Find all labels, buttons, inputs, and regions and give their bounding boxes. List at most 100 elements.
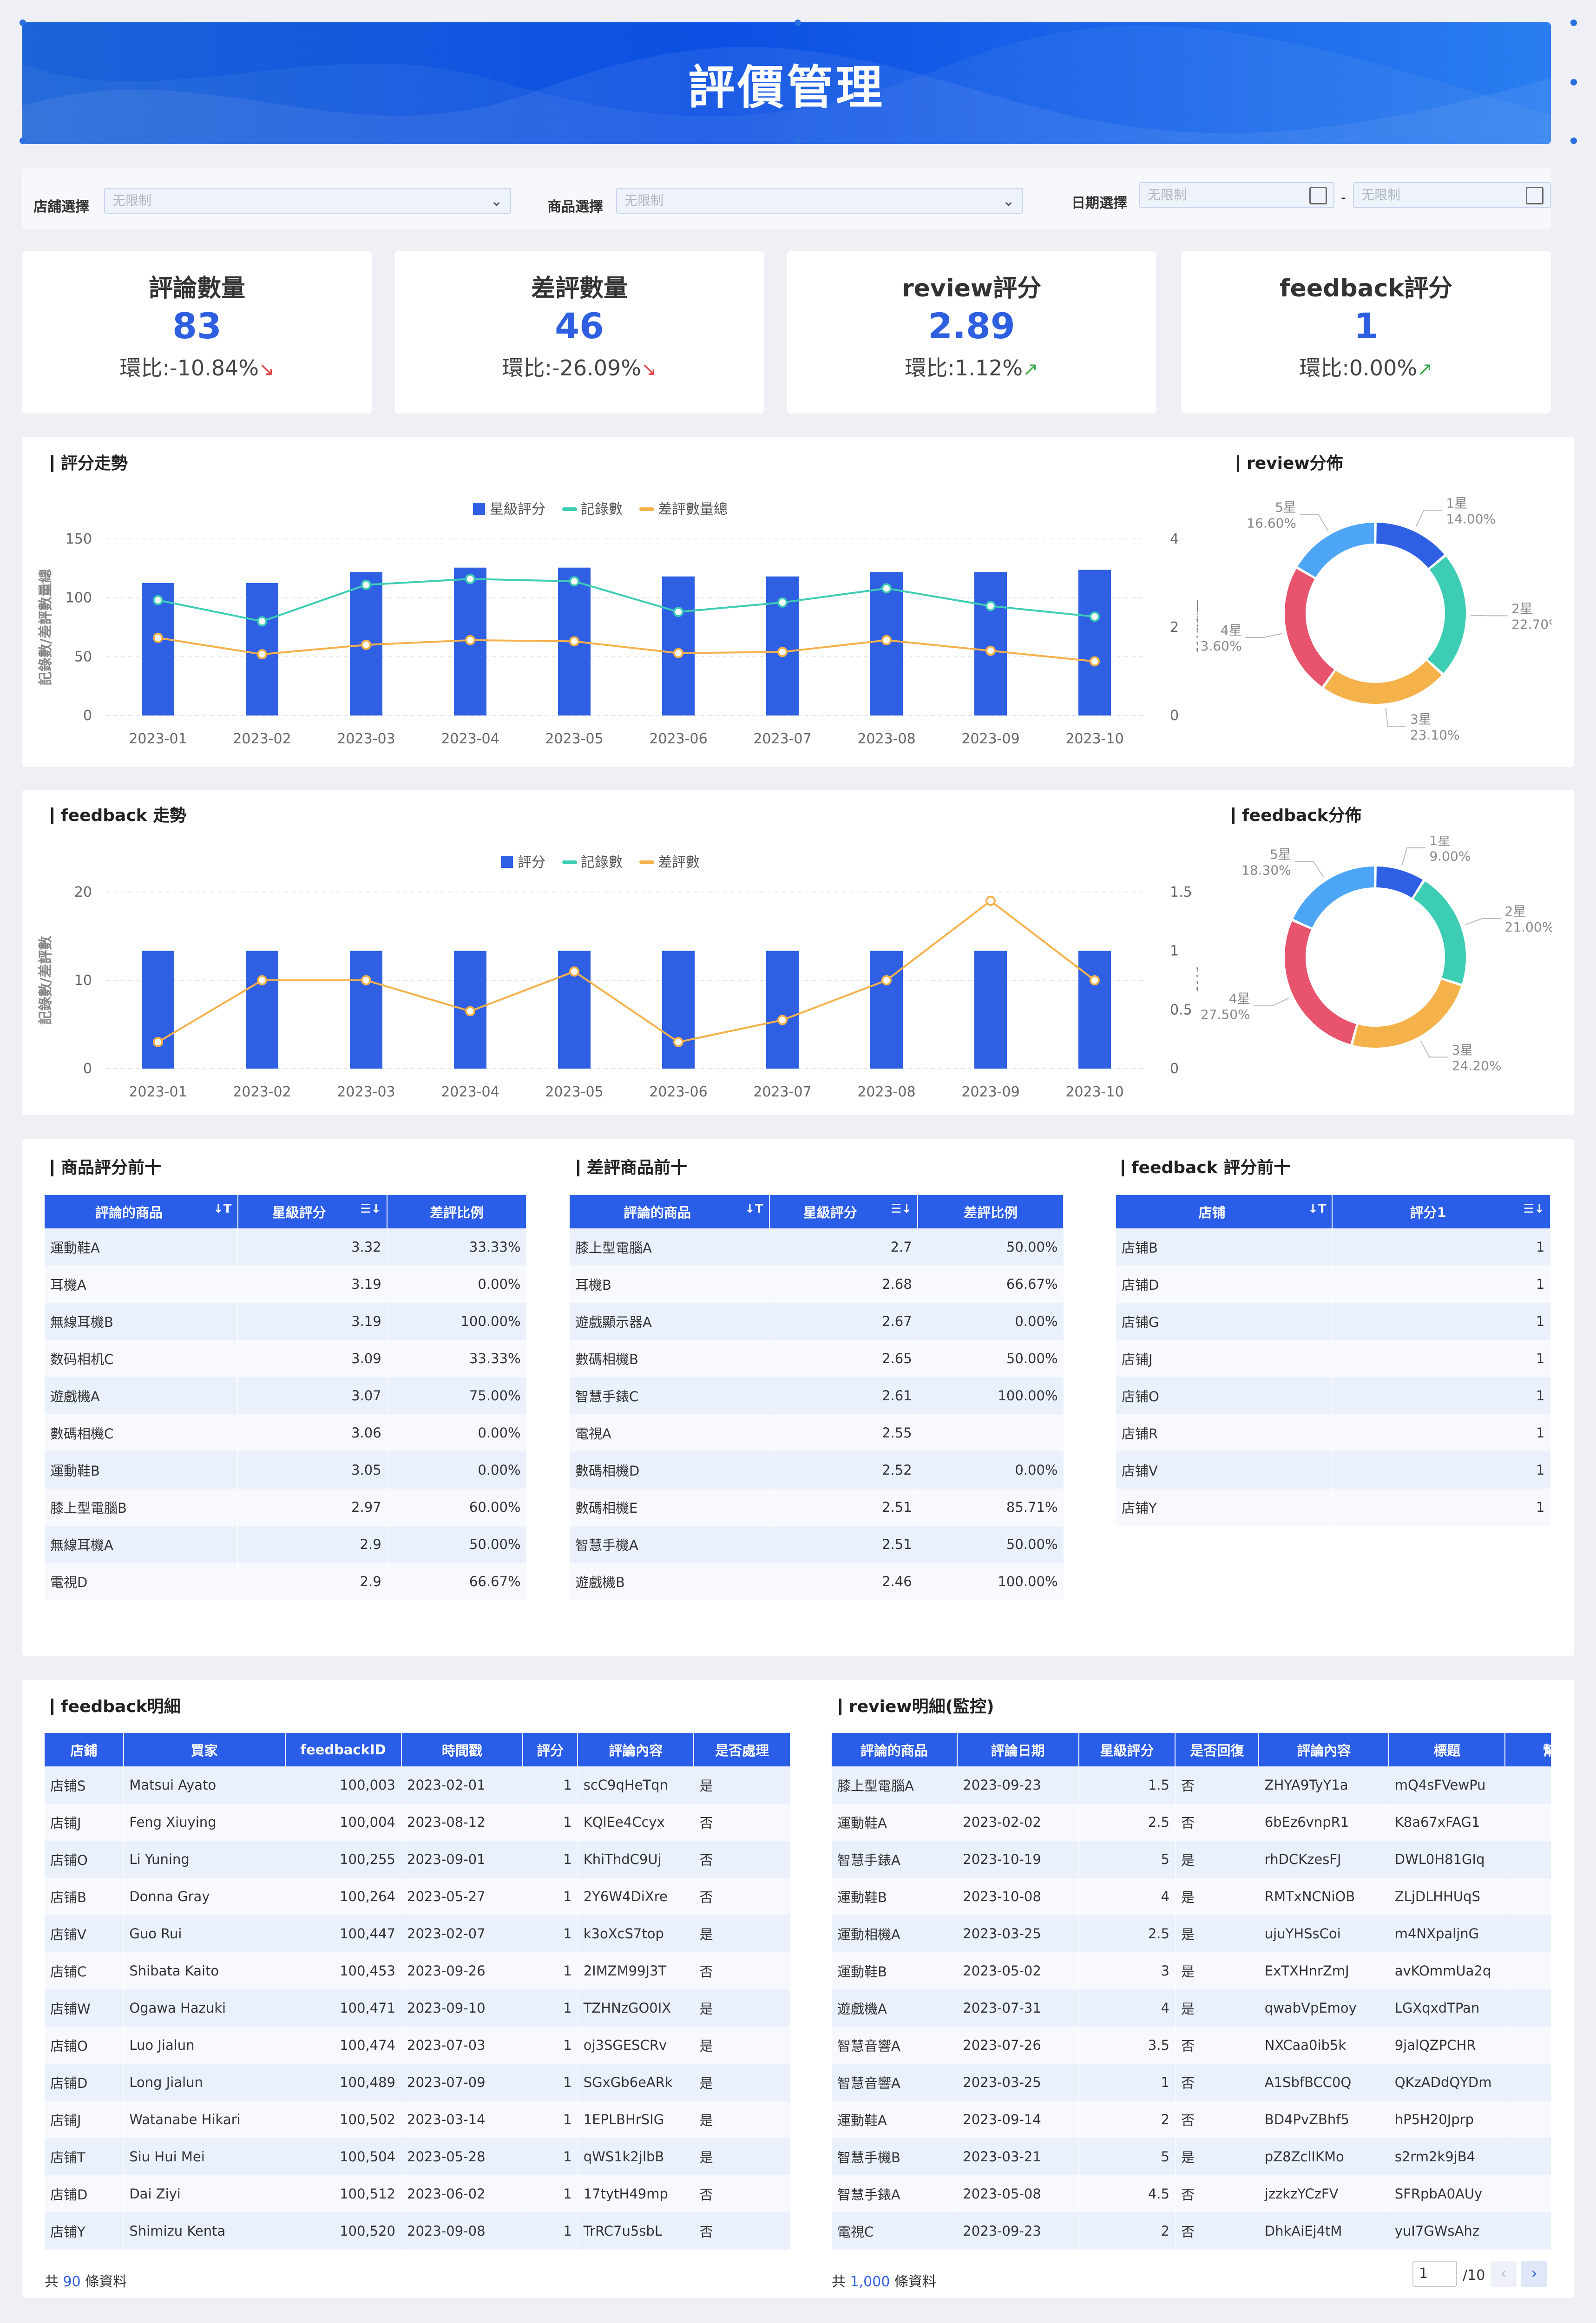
table-row[interactable]: 智慧手錶A 2023-10-19 5 是 rhDCKzesFJ DWL0H81GIq: [832, 1841, 1551, 1878]
resize-handle[interactable]: [1570, 79, 1577, 85]
page-input[interactable]: 1: [1412, 2261, 1457, 2287]
table-row[interactable]: 店铺S Matsui Ayato 100,003 2023-02-01 1 scC9qHe…: [45, 1766, 791, 1804]
table-row[interactable]: 智慧手錶A 2023-05-08 4.5 否 jzzkzYCzFV SFRpbA0AUy: [832, 2175, 1551, 2212]
table-row[interactable]: 店铺O Li Yuning 100,255 2023-09-01 1 KhiThdC9Uj…: [45, 1841, 791, 1878]
next-page-button[interactable]: ›: [1521, 2261, 1547, 2287]
table-row[interactable]: 運動鞋A 2023-02-02 2.5 否 6bEz6vnpR1 K8a67xFAG1: [832, 1804, 1551, 1841]
table-row[interactable]: 店铺W Ogawa Hazuki 100,471 2023-09-10 1 TZHNzGO…: [45, 1989, 791, 2027]
table-row[interactable]: 店铺D Long Jialun 100,489 2023-07-09 1 SGxGb6eA…: [45, 2064, 791, 2101]
table-row[interactable]: 膝上型電腦A 2.7 50.00%: [570, 1228, 1064, 1266]
table-row[interactable]: 智慧音響A 2023-03-25 1 否 A1SbfBCC0Q QKzADdQYDm: [832, 2064, 1551, 2101]
table-row[interactable]: 店铺O 1: [1116, 1377, 1551, 1414]
resize-handle[interactable]: [1570, 138, 1577, 144]
table-row[interactable]: 店铺B 1: [1116, 1228, 1551, 1266]
col-header-replied[interactable]: 是否回復: [1175, 1733, 1260, 1766]
table-row[interactable]: 店铺Y Shimizu Kenta 100,520 2023-09-08 1 TrRC7u…: [45, 2212, 791, 2250]
table-row[interactable]: 智慧手錶C 2.61 100.00%: [570, 1377, 1064, 1414]
table-row[interactable]: 電視A 2.55: [570, 1414, 1064, 1451]
table-row[interactable]: 膝上型電腦A 2023-09-23 1.5 否 ZHYA9TyY1a mQ4sFVewPu: [832, 1766, 1551, 1804]
table-row[interactable]: 店铺V Guo Rui 100,447 2023-02-07 1 k3oXcS7top 是: [45, 1915, 791, 1952]
col-header-content[interactable]: 評論內容: [578, 1733, 695, 1766]
table-row[interactable]: 運動鞋B 3.05 0.00%: [45, 1451, 527, 1489]
review-trend-chart: 150 100 50 0 4 2 0 記錄數/差評數量總 星級評分 2023-01 2023-02 2…: [38, 501, 1198, 747]
resize-handle[interactable]: [1570, 20, 1577, 26]
table-row[interactable]: 店铺R 1: [1116, 1414, 1551, 1451]
table-row[interactable]: 店铺J Watanabe Hikari 100,502 2023-03-14 1 1EPL…: [45, 2101, 791, 2138]
resize-handle[interactable]: [20, 138, 26, 144]
resize-handle[interactable]: [795, 20, 801, 26]
table-row[interactable]: 電視D 2.9 66.67%: [45, 1563, 527, 1600]
col-header-content[interactable]: 評論內容: [1259, 1733, 1390, 1766]
table-row[interactable]: 膝上型電腦B 2.97 60.00%: [45, 1489, 527, 1526]
table-row[interactable]: 店铺J 1: [1116, 1340, 1551, 1377]
table-row[interactable]: 数码相机C 3.09 33.33%: [45, 1340, 527, 1377]
table-row[interactable]: 耳機B 2.68 66.67%: [570, 1266, 1064, 1303]
product-select[interactable]: 无限制 ⌄: [616, 188, 1023, 214]
feedback-trend-chart: 20 10 0 1.5 1 0.5 0 記錄數/差評數 評分 2023-01 2023-02 2023…: [38, 854, 1198, 1100]
table-row[interactable]: 運動相機A 2023-03-25 2.5 是 ujuYHSsCoi m4NXpaljnG: [832, 1915, 1551, 1952]
table-row[interactable]: 智慧手機B 2023-03-21 5 是 pZ8ZclIKMo s2rm2k9jB4: [832, 2138, 1551, 2175]
col-header-timestamp[interactable]: 時間戳: [401, 1733, 524, 1766]
sort-icon[interactable]: ☰↓: [891, 1202, 912, 1216]
table-row[interactable]: 無線耳機A 2.9 50.00%: [45, 1526, 527, 1563]
resize-handle[interactable]: [795, 138, 801, 144]
table-row[interactable]: 運動鞋B 2023-10-08 4 是 RMTxNCNiOB ZLjDLHHUqS: [832, 1878, 1551, 1915]
date-start-input[interactable]: 无限制: [1139, 182, 1334, 208]
table-cell: 100,504: [285, 2138, 402, 2175]
top-products-table: 評論的商品 ↓T 星級評分 ☰↓ 差評比例 運動鞋A 3.32 33.33% 耳機A 3.1…: [45, 1195, 527, 1600]
table-row[interactable]: 智慧音響A 2023-07-26 3.5 否 NXCaa0ib5k 9jalQZPCHR: [832, 2027, 1551, 2064]
table-row[interactable]: 店铺G 1: [1116, 1303, 1551, 1340]
table-row[interactable]: 店铺B Donna Gray 100,264 2023-05-27 1 2Y6W4DiXr…: [45, 1878, 791, 1915]
table-row[interactable]: 運動鞋A 3.32 33.33%: [45, 1228, 527, 1266]
table-row[interactable]: 遊戲機A 3.07 75.00%: [45, 1377, 527, 1414]
sort-icon[interactable]: ↓T: [744, 1202, 763, 1216]
table-row[interactable]: 數碼相機D 2.52 0.00%: [570, 1451, 1064, 1489]
table-row[interactable]: 店铺J Feng Xiuying 100,004 2023-08-12 1 KQlEe4C…: [45, 1804, 791, 1841]
col-header-score[interactable]: 評分: [523, 1733, 578, 1766]
table-row[interactable]: 數碼相機C 3.06 0.00%: [45, 1414, 527, 1451]
table-row[interactable]: 數碼相機E 2.51 85.71%: [570, 1489, 1064, 1526]
col-header-rating[interactable]: 星級評分: [1078, 1733, 1176, 1766]
col-header-date[interactable]: 評論日期: [957, 1733, 1079, 1766]
table-row[interactable]: 智慧手機A 2.51 50.00%: [570, 1526, 1064, 1563]
table-row[interactable]: 遊戲顯示器A 2.67 0.00%: [570, 1303, 1064, 1340]
col-header-store[interactable]: 店铺 ↓T: [1116, 1195, 1333, 1228]
sort-icon[interactable]: ↓T: [1307, 1202, 1327, 1216]
col-header-handled[interactable]: 是否處理: [694, 1733, 791, 1766]
col-header-store[interactable]: 店鋪: [45, 1733, 124, 1766]
sort-icon[interactable]: ↓T: [213, 1202, 232, 1216]
table-row[interactable]: 店铺D Dai Ziyi 100,512 2023-06-02 1 17tytH49mp 否: [45, 2175, 791, 2212]
table-row[interactable]: 數碼相機B 2.65 50.00%: [570, 1340, 1064, 1377]
prev-page-button[interactable]: ‹: [1491, 2261, 1517, 2287]
col-header-rating[interactable]: 星級評分 ☰↓: [769, 1195, 919, 1228]
table-row[interactable]: 運動鞋B 2023-05-02 3 是 ExTXHnrZmJ avKOmmUa2q: [832, 1952, 1551, 1989]
col-header-product[interactable]: 評論的商品: [832, 1733, 958, 1766]
table-row[interactable]: 運動鞋A 2023-09-14 2 否 BD4PvZBhf5 hP5H20Jprp: [832, 2101, 1551, 2138]
sort-icon[interactable]: ☰↓: [360, 1202, 381, 1216]
resize-handle[interactable]: [20, 20, 26, 26]
col-header-title[interactable]: 標題: [1389, 1733, 1506, 1766]
table-row[interactable]: 店铺T Siu Hui Mei 100,504 2023-05-28 1 qWS1k2jl…: [45, 2138, 791, 2175]
table-row[interactable]: 店铺C Shibata Kaito 100,453 2023-09-26 1 2IMZM9…: [45, 1952, 791, 1989]
col-header-rating[interactable]: 星級評分 ☰↓: [237, 1195, 388, 1228]
table-row[interactable]: 遊戲機A 2023-07-31 4 是 qwabVpEmoy LGXqxdTPan: [832, 1989, 1551, 2027]
review-detail-scroll[interactable]: 評論的商品 評論日期 星級評分 是否回復 評論內容 標題 幫助評 膝上型電腦A2…: [832, 1733, 1551, 2261]
col-header-feedback-id[interactable]: feedbackID: [285, 1733, 402, 1766]
col-header-buyer[interactable]: 買家: [123, 1733, 286, 1766]
table-cell: k3oXcS7top: [578, 1915, 694, 1952]
store-select[interactable]: 无限制 ⌄: [104, 188, 511, 214]
col-header-helpful[interactable]: 幫助評: [1505, 1733, 1551, 1766]
col-header-product[interactable]: 評論的商品 ↓T: [570, 1195, 770, 1228]
table-row[interactable]: 店铺D 1: [1116, 1266, 1551, 1303]
table-row[interactable]: 耳機A 3.19 0.00%: [45, 1266, 527, 1303]
table-row[interactable]: 電視C 2023-09-23 2 否 DhkAiEj4tM yuI7GWsAhz: [832, 2212, 1551, 2250]
col-header-product[interactable]: 評論的商品 ↓T: [45, 1195, 238, 1228]
table-row[interactable]: 店铺O Luo Jialun 100,474 2023-07-03 1 oj3SGESCR…: [45, 2027, 791, 2064]
table-row[interactable]: 店铺Y 1: [1116, 1489, 1551, 1526]
table-row[interactable]: 遊戲機B 2.46 100.00%: [570, 1563, 1064, 1600]
table-row[interactable]: 店铺V 1: [1116, 1451, 1551, 1489]
col-header-score[interactable]: 評分1 ☰↓: [1332, 1195, 1551, 1228]
date-end-input[interactable]: 无限制: [1353, 182, 1551, 208]
sort-icon[interactable]: ☰↓: [1523, 1202, 1544, 1216]
table-row[interactable]: 無線耳機B 3.19 100.00%: [45, 1303, 527, 1340]
